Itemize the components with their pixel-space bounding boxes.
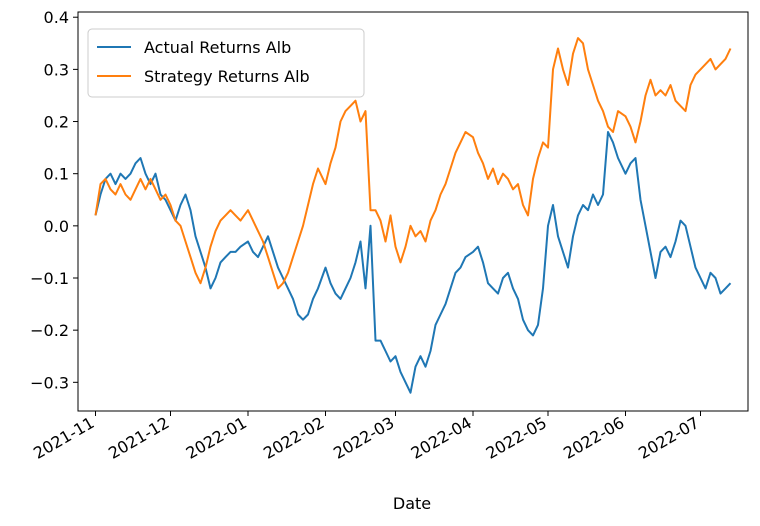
y-tick-label: 0.4: [44, 8, 69, 27]
legend-label-1: Actual Returns Alb: [144, 38, 291, 57]
legend-box: [87, 28, 365, 98]
y-tick-label: 0.0: [44, 217, 69, 236]
series-layer: [94, 37, 732, 394]
legend: Actual Returns Alb Strategy Returns Alb: [87, 28, 365, 98]
y-tick-label: 0.1: [44, 165, 69, 184]
series-line-1: [94, 131, 732, 394]
legend-label-2: Strategy Returns Alb: [144, 67, 310, 86]
y-tick-label: 0.2: [44, 113, 69, 132]
y-tick-label: −0.3: [30, 373, 69, 392]
y-tick-label: −0.1: [30, 269, 69, 288]
plot-frame: [77, 11, 749, 412]
x-axis-title: Date: [393, 494, 431, 513]
series-line-2: [94, 37, 732, 290]
y-tick-label: −0.2: [30, 321, 69, 340]
y-tick-label: 0.3: [44, 60, 69, 79]
